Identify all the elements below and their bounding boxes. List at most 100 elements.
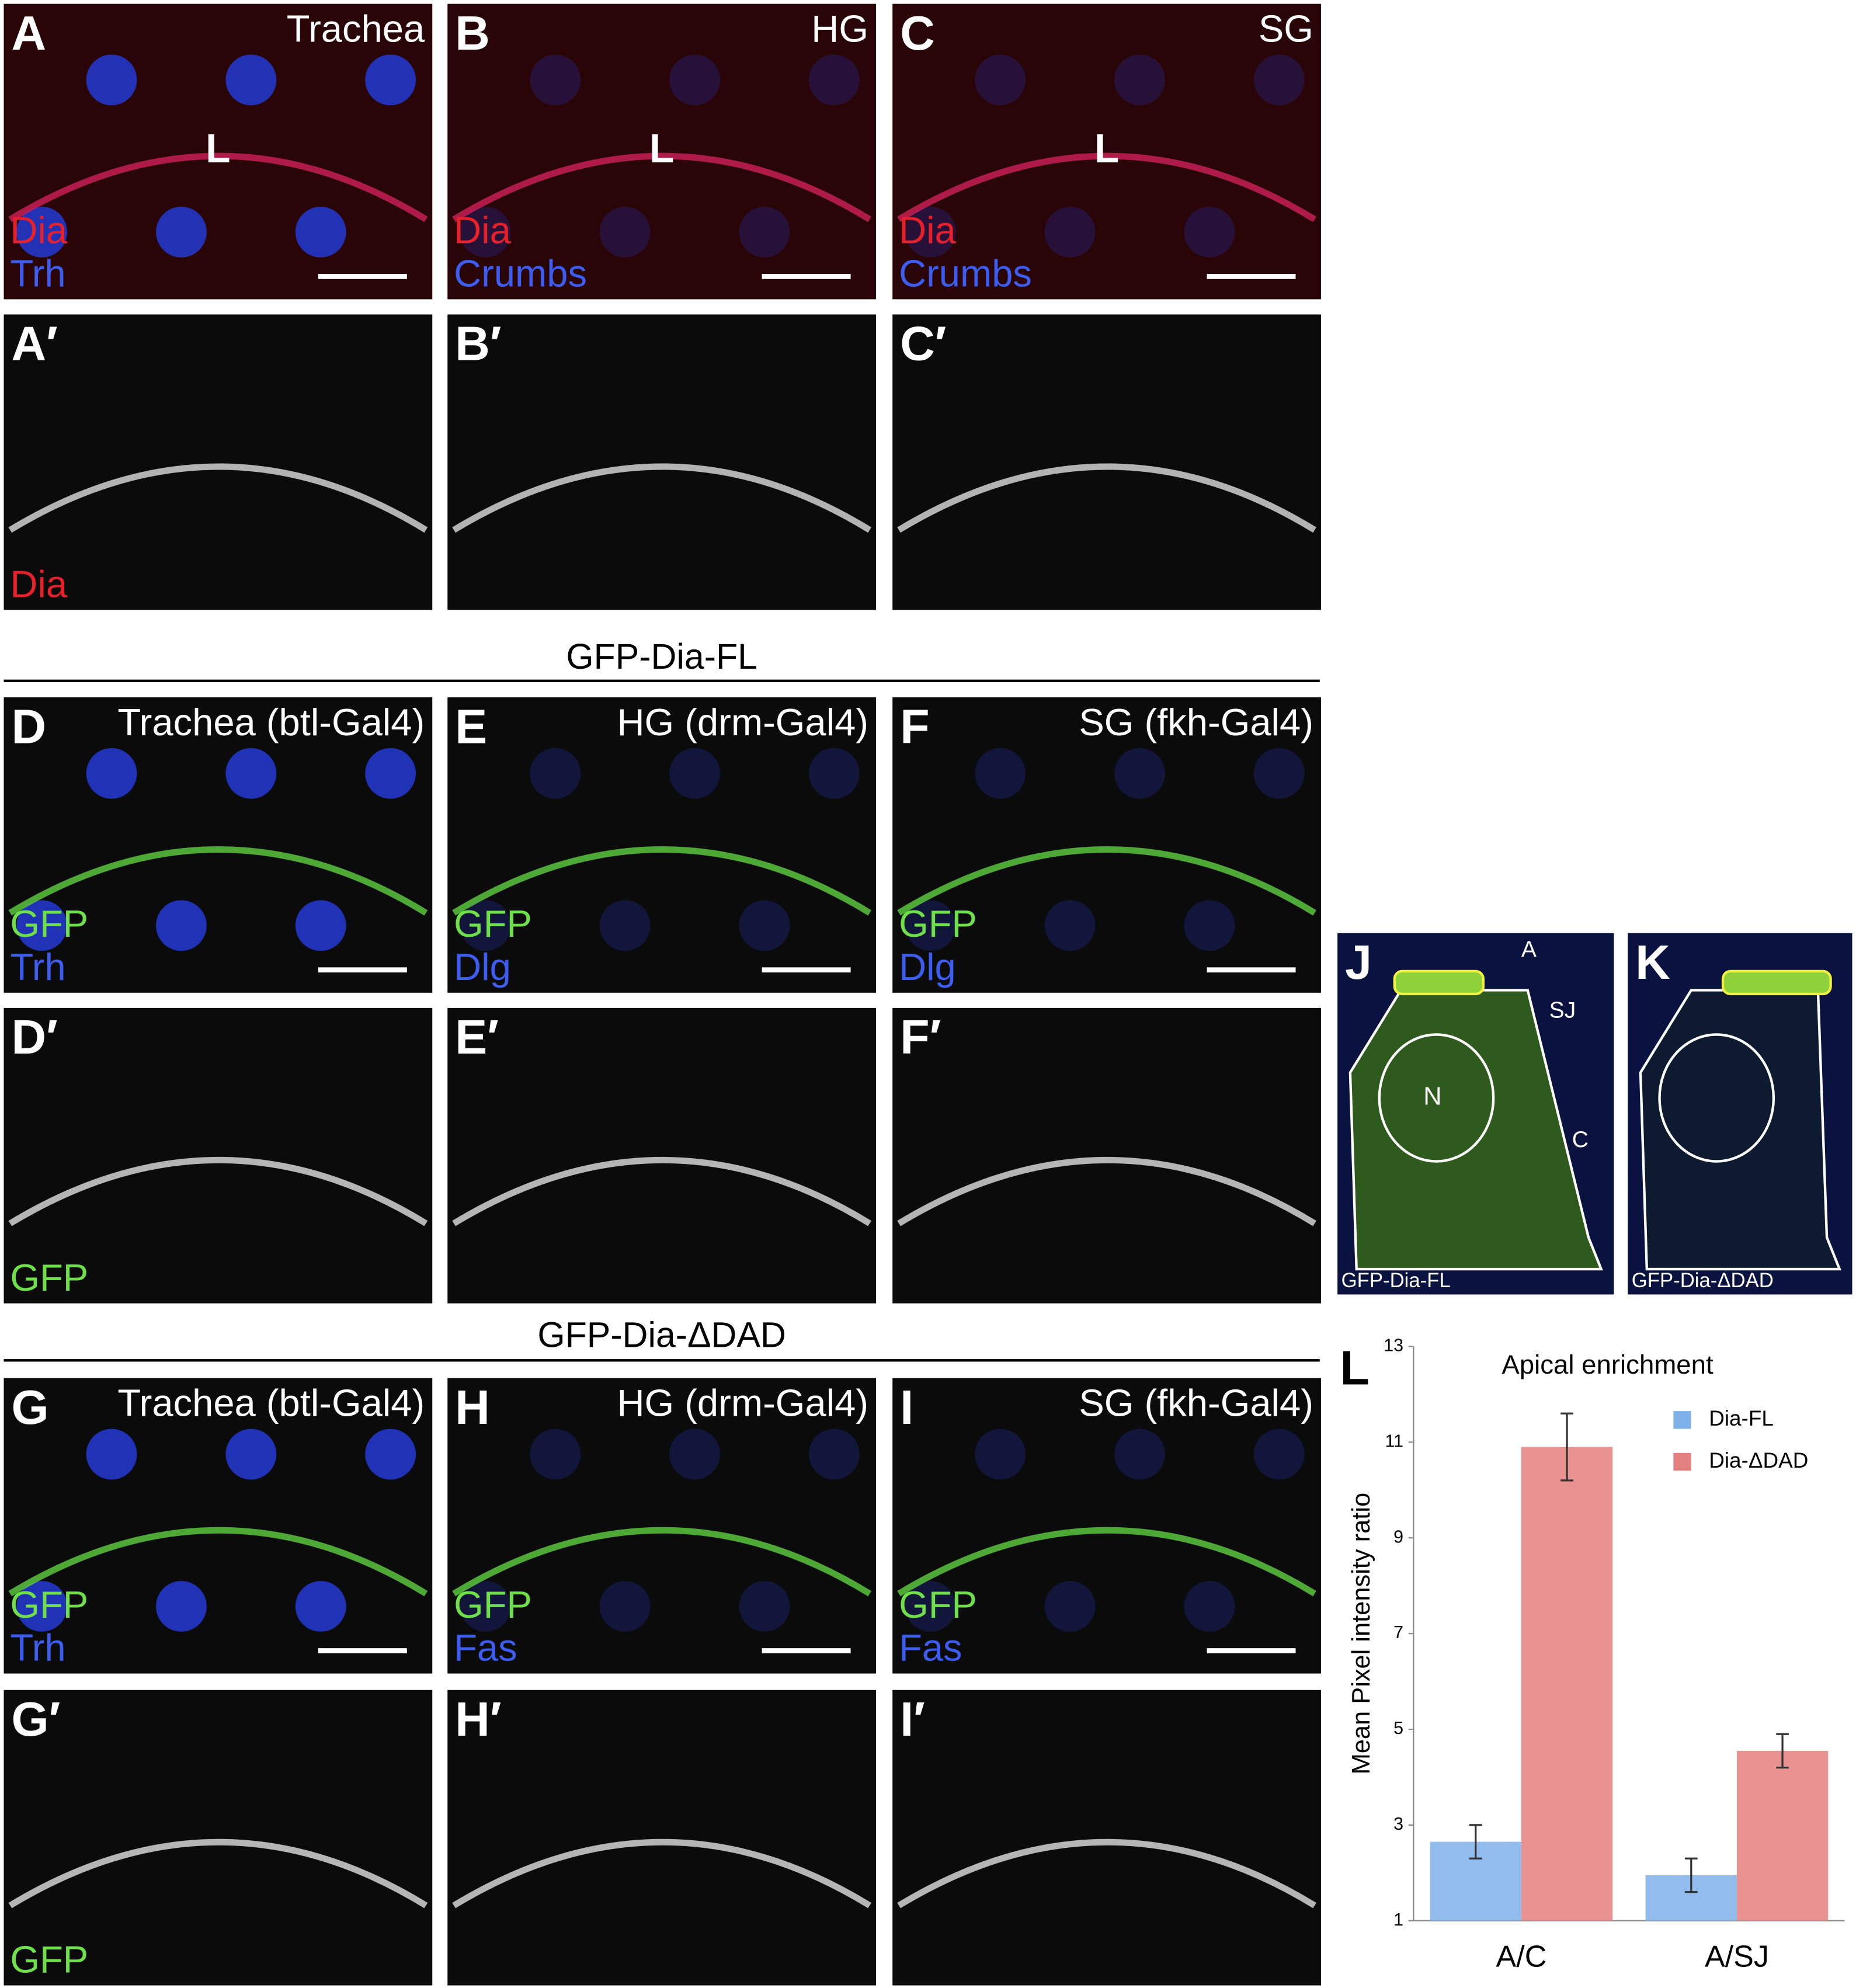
channel-label: Fas [899,1626,962,1669]
nucleus [295,900,346,951]
micrograph [447,4,876,300]
epithelium-signal [452,1838,871,1909]
nucleus [739,900,790,951]
nucleus [1044,1581,1096,1632]
nucleus [16,900,68,951]
micrograph [892,1690,1321,1986]
tissue-label: HG (drm-Gal4) [617,1382,868,1424]
panel-letter: F′ [900,1010,941,1064]
channel-label: Crumbs [454,252,587,295]
cell-outline [1348,989,1603,1271]
nucleus [1114,54,1165,106]
y-tick-label: 9 [1393,1527,1403,1546]
epithelium-signal [452,1527,871,1597]
nucleus [16,1581,68,1632]
region-label: N [1423,1082,1441,1110]
epithelium-signal [897,152,1316,223]
nucleus [460,1581,511,1632]
panel-letter: H′ [455,1692,501,1746]
nucleus [86,54,137,106]
nucleus-outline [1658,1033,1775,1163]
nucleus [530,1429,581,1480]
micrograph [447,1378,876,1674]
nucleus [905,1581,956,1632]
legend-label: Dia-ΔDAD [1709,1448,1808,1472]
nucleus [156,1581,207,1632]
y-axis-label: Mean Pixel intensity ratio [1347,1493,1375,1775]
micrograph [447,1007,876,1304]
cell-caption: GFP-Dia-ΔDAD [1632,1270,1774,1292]
micrograph [892,314,1321,610]
channel-label: Trh [10,252,65,295]
channel-label: GFP [899,902,977,945]
micrograph [4,314,433,610]
y-tick-label: 5 [1393,1718,1403,1738]
nucleus [1253,54,1305,106]
panel-letter: K [1635,936,1670,989]
epithelium-signal [8,1157,428,1226]
micrograph [447,697,876,993]
channel-label: GFP [899,1583,977,1626]
nucleus [905,900,956,951]
channel-label: Trh [10,946,65,988]
epithelium-signal [897,1527,1316,1597]
tissue-label: SG (fkh-Gal4) [1079,701,1313,743]
panel-letter: F [900,700,929,753]
legend-swatch [1673,1411,1691,1429]
tissue-label: HG [811,8,868,50]
nucleus [739,1581,790,1632]
cell-caption: GFP-Dia-FL [1341,1270,1451,1292]
nucleus [808,1429,860,1480]
nucleus [975,54,1026,106]
epithelium-signal [8,846,428,916]
channel-label: GFP [454,1583,532,1626]
nucleus [739,206,790,258]
nucleus [905,206,956,258]
micrograph [4,1378,433,1674]
channel-label: GFP [10,1583,88,1626]
tissue-label: SG (fkh-Gal4) [1079,1382,1313,1424]
nucleus [16,206,68,258]
nucleus [295,206,346,258]
channel-label: GFP [454,902,532,945]
panel-letter: J [1345,936,1372,989]
channel-label: Dia [454,209,511,252]
panel-letter: A′ [12,317,58,371]
epithelium-signal [897,1157,1316,1226]
panel-letter: B′ [455,317,501,371]
tissue-label: Trachea (btl-Gal4) [117,1382,425,1424]
lumen-label: L [1094,126,1119,171]
nucleus-outline [1378,1033,1495,1163]
channel-label: Trh [10,1626,65,1669]
nucleus [225,1429,277,1480]
panel-letter: D [12,700,47,753]
panel-letter: H [455,1381,490,1434]
channel-label: Dia [899,209,956,252]
micrograph [447,1690,876,1986]
y-tick-label: 1 [1393,1910,1403,1930]
nucleus [530,748,581,799]
nucleus [530,54,581,106]
nucleus [1044,206,1096,258]
panel-letter: C′ [900,317,946,371]
panel-letter: I [900,1381,913,1434]
nucleus [1253,748,1305,799]
panel-letter: D′ [12,1010,58,1064]
epithelium-signal [452,152,871,223]
section-title: GFP-Dia-ΔDAD [537,1315,786,1354]
nucleus [1184,206,1235,258]
apical-outline [1721,969,1832,996]
micrograph [892,1378,1321,1674]
epithelium-signal [452,463,871,533]
legend-label: Dia-FL [1709,1406,1774,1430]
nucleus [599,206,651,258]
micrograph [4,1007,433,1304]
error-bar [1684,1857,1698,1893]
lumen-label: L [649,126,674,171]
epithelium-signal [897,846,1316,916]
channel-label: Dlg [899,946,956,988]
panel-letter: I′ [900,1692,925,1746]
epithelium-signal [452,846,871,916]
chart-title: Apical enrichment [1502,1350,1714,1379]
